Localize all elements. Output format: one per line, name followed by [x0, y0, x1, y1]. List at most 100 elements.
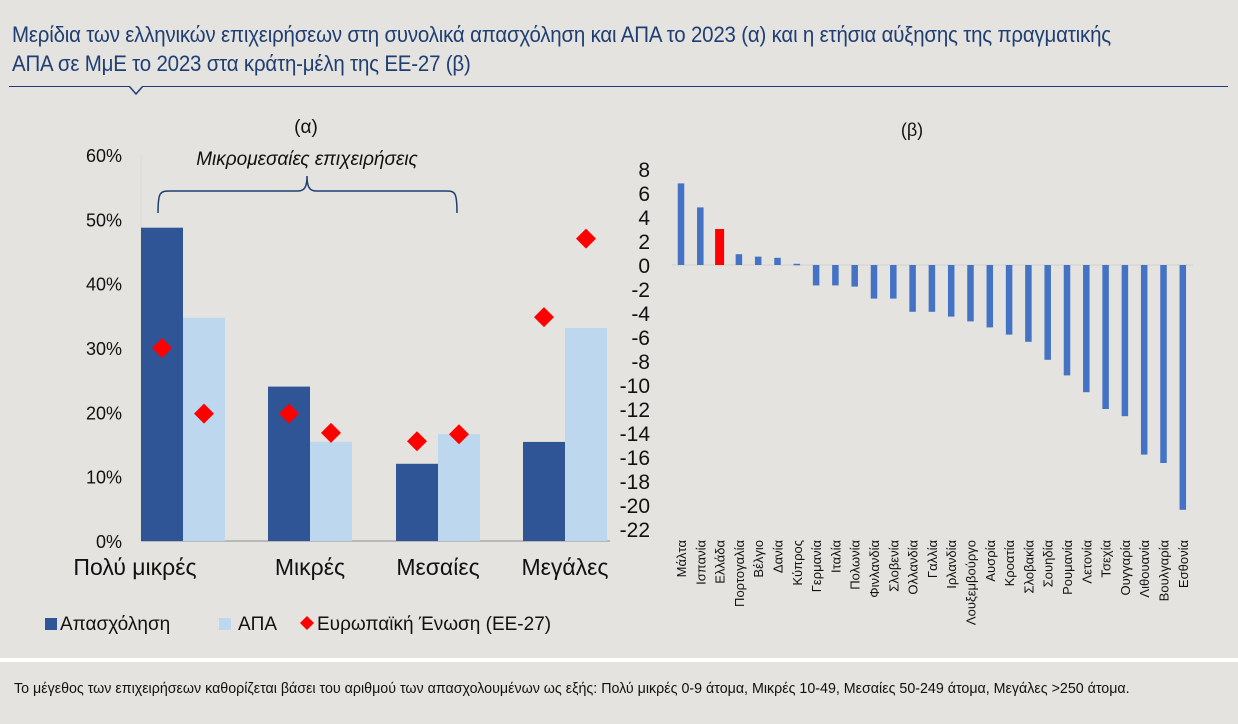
y-tick-label: 20% — [86, 403, 122, 423]
x-tick-label: Ουγγαρία — [1118, 540, 1133, 596]
eu-marker-gva — [321, 422, 341, 443]
legend-swatch-employment — [45, 618, 57, 630]
bar-country — [928, 265, 936, 312]
y-tick-label: -18 — [620, 471, 650, 494]
y-tick-label: 60% — [86, 146, 122, 166]
bar-country — [1063, 265, 1071, 376]
x-tick-label: Ιρλανδία — [944, 540, 959, 589]
bar-gva — [438, 434, 480, 541]
bar-country — [1102, 265, 1109, 409]
x-tick-label: Λιθουανία — [1137, 540, 1152, 598]
y-tick-label: -20 — [620, 495, 650, 518]
y-tick-label: 6 — [638, 183, 650, 206]
eu-marker-employment — [534, 307, 554, 328]
bar-country — [793, 263, 801, 266]
x-tick-label: Λετονία — [1079, 540, 1094, 584]
x-tick-label: Ισπανία — [693, 540, 708, 585]
bar-country — [1005, 265, 1013, 335]
x-tick-label: Τσεχία — [1099, 540, 1114, 578]
bar-employment — [523, 441, 565, 541]
chart-a: (α) 0% 10% 20% 30% 40% 50% 60% Πολύ μικρές Μικρές… — [45, 117, 610, 635]
x-tick-label: Εσθονία — [1176, 540, 1191, 589]
eu-marker-employment — [407, 431, 427, 452]
y-tick-label: 30% — [86, 339, 122, 359]
bar-country — [1083, 265, 1090, 393]
bar-country — [1179, 265, 1187, 510]
x-tick-label: Μάλτα — [674, 540, 689, 578]
bar-country — [851, 265, 858, 287]
bar-country — [774, 257, 781, 265]
y-tick-label: -12 — [620, 399, 650, 422]
bar-country — [697, 207, 704, 265]
y-tick-label: 8 — [638, 159, 650, 182]
bar-country — [735, 254, 743, 265]
y-tick-label: 50% — [86, 210, 122, 230]
x-tick-label: Πολύ μικρές — [73, 554, 196, 580]
x-tick-label: Πολωνία — [848, 540, 863, 590]
annotation-sme: Μικρομεσαίες επιχειρήσεις — [196, 149, 418, 170]
eu-marker-employment — [152, 338, 172, 358]
bar-employment — [141, 227, 183, 542]
y-tick-label: 4 — [638, 207, 650, 230]
y-tick-label: -22 — [620, 519, 650, 542]
legend-label-gva: ΑΠΑ — [238, 614, 277, 635]
y-tick-label: -6 — [631, 327, 650, 350]
bar-country — [967, 265, 974, 322]
x-tick-label: Μικρές — [275, 554, 345, 580]
x-tick-label: Βουλγαρία — [1157, 540, 1172, 602]
x-tick-label: Σλοβακία — [1021, 540, 1036, 594]
bar-gva — [310, 441, 352, 541]
footnote-text: Το μέγεθος των επιχειρήσεων καθορίζεται … — [14, 680, 1130, 697]
x-tick-label: Ολλανδία — [906, 540, 921, 595]
y-tick-label: -14 — [620, 423, 651, 446]
bar-country — [986, 265, 994, 328]
y-tick-label: 10% — [86, 468, 122, 488]
legend-marker-eu — [300, 616, 314, 630]
bar-country — [832, 265, 839, 286]
legend-label-employment: Απασχόληση — [60, 614, 170, 635]
bar-gva — [183, 317, 225, 541]
x-tick-label: Γαλλία — [925, 540, 940, 579]
bar-country — [1140, 265, 1148, 455]
y-tick-label: -10 — [620, 375, 650, 398]
y-tick-label: -2 — [631, 279, 650, 302]
bar-greece — [715, 229, 725, 265]
x-tick-label: Λουξεμβούργο — [964, 540, 979, 625]
bar-country — [870, 265, 878, 299]
x-tick-label: Σλοβενία — [886, 540, 901, 592]
legend-swatch-gva — [219, 618, 231, 630]
brace-annotation — [157, 175, 458, 214]
x-tick-label: Σουηδία — [1041, 540, 1056, 588]
title-divider — [9, 86, 1228, 87]
eu-marker-gva — [194, 403, 214, 424]
legend-label-eu: Ευρωπαϊκή Ένωση (ΕΕ-27) — [317, 614, 551, 635]
y-tick-label: 2 — [638, 231, 650, 254]
y-tick-label: -8 — [631, 351, 650, 374]
bar-country — [1121, 265, 1129, 417]
y-tick-label: -16 — [620, 447, 650, 470]
x-tick-label: Φινλανδία — [867, 540, 882, 598]
bar-country — [947, 265, 955, 317]
x-tick-label: Πορτογαλία — [732, 540, 747, 607]
chart-title: Μερίδια των ελληνικών επιχειρήσεων στη σ… — [12, 22, 1111, 76]
x-tick-label: Αυσρία — [983, 540, 998, 582]
x-tick-label: Ιταλία — [828, 540, 843, 573]
eu-marker-employment — [279, 403, 299, 424]
bar-country — [677, 183, 685, 265]
footnote-panel: Το μέγεθος των επιχειρήσεων καθορίζεται … — [0, 658, 1238, 724]
x-tick-label: Δανία — [771, 540, 786, 574]
bar-country — [909, 265, 916, 312]
bar-country — [890, 265, 897, 299]
x-tick-label: Μεσαίες — [396, 554, 479, 580]
bar-country — [1044, 265, 1051, 360]
bar-country — [1025, 265, 1032, 342]
bar-country — [1160, 265, 1167, 463]
x-tick-label: Ελλάδα — [713, 540, 728, 584]
x-tick-label: Κύπρος — [790, 540, 805, 586]
panel-label-b: (β) — [901, 120, 923, 140]
bar-gva — [565, 328, 607, 541]
y-tick-label: -4 — [631, 303, 650, 326]
y-tick-label: 0 — [638, 255, 650, 278]
eu-marker-gva — [576, 228, 596, 249]
